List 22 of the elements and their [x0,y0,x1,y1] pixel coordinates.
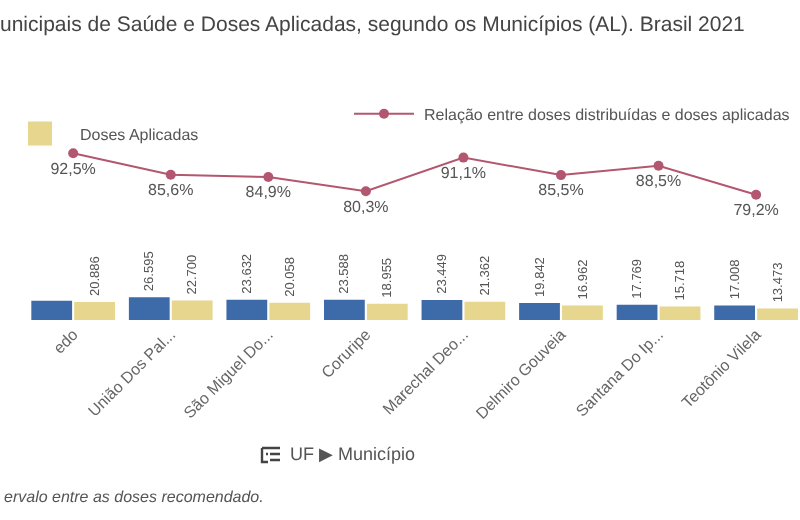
data-label: 88,5% [635,171,682,190]
point [360,186,371,197]
x-tick-label: edo [50,324,83,358]
point [653,160,664,171]
data-label: 84,9% [245,183,291,202]
point [751,189,762,200]
text: ervalo entre as doses recomendado. [4,488,264,506]
point [555,170,566,181]
point [165,169,176,180]
chart-title: unicipais de Saúde e Doses Aplicadas, segundo os Municípios (AL). Brasil 2021 [0,13,746,38]
legend-label: Doses Aplicadas [80,125,199,144]
data-label: 92,5% [50,159,96,178]
data-label: 85,6% [148,181,194,200]
data-label: 85,5% [538,181,584,200]
point [458,152,469,163]
legend-label: Relação entre doses distribuídas e doses aplicadas [424,106,790,125]
point [263,171,274,182]
data-label: 91,1% [440,163,487,182]
point [68,148,79,159]
data-label: 79,2% [733,200,779,219]
data-label: 80,3% [343,197,389,216]
text: UF ▶ Município [290,444,416,464]
